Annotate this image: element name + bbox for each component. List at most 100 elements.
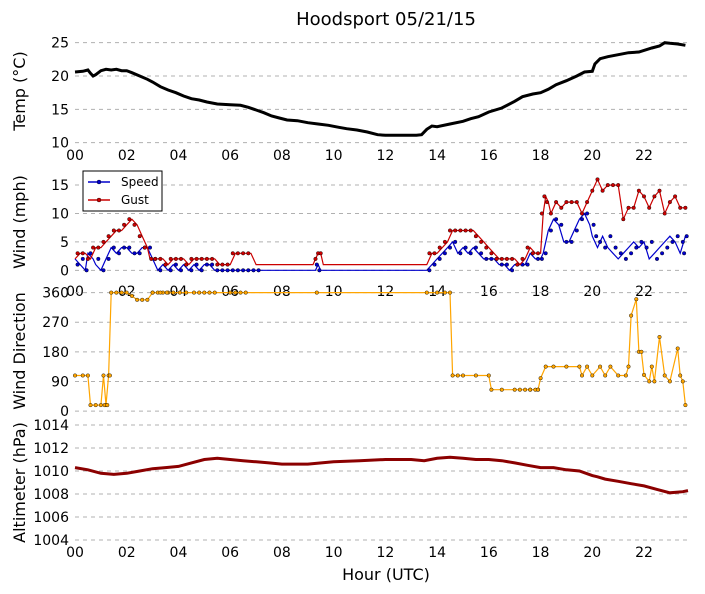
y-tick-label: 1004 — [33, 533, 69, 549]
legend-marker — [96, 197, 102, 203]
data-point — [554, 200, 559, 205]
data-point — [499, 387, 504, 392]
data-point — [510, 256, 515, 261]
x-tick-label: 22 — [635, 148, 653, 164]
data-point — [616, 373, 621, 378]
data-point — [314, 290, 319, 295]
data-point — [484, 256, 489, 261]
data-point — [530, 251, 535, 256]
y-tick-label: 10 — [51, 206, 69, 222]
data-point — [680, 239, 685, 244]
data-point — [523, 387, 528, 392]
data-point — [543, 364, 548, 369]
y-tick-label: 270 — [42, 315, 69, 331]
data-point — [629, 251, 634, 256]
data-point — [210, 256, 215, 261]
data-point — [220, 268, 225, 273]
data-point — [631, 205, 636, 210]
x-tick-label: 16 — [480, 148, 498, 164]
x-tick-label: 12 — [376, 545, 394, 561]
data-point — [142, 245, 147, 250]
data-point — [662, 211, 667, 216]
data-point — [256, 268, 261, 273]
y-tick-label: 0 — [60, 404, 69, 420]
data-point — [458, 228, 463, 233]
x-tick-label: 20 — [583, 545, 601, 561]
data-point — [85, 256, 90, 261]
data-point — [168, 256, 173, 261]
data-point — [88, 251, 93, 256]
data-point — [665, 245, 670, 250]
data-point — [168, 268, 173, 273]
x-axis-label: Hour (UTC) — [342, 565, 430, 584]
data-point — [235, 251, 240, 256]
data-point — [678, 205, 683, 210]
data-point — [598, 364, 603, 369]
x-tick-label: 00 — [66, 148, 84, 164]
data-point — [107, 373, 112, 378]
data-point — [215, 262, 220, 267]
data-point — [499, 256, 504, 261]
data-point — [442, 290, 447, 295]
data-point — [204, 256, 209, 261]
legend-label: Speed — [121, 175, 159, 189]
data-point — [225, 262, 230, 267]
data-point — [137, 251, 142, 256]
y-tick-label: 1010 — [33, 464, 69, 480]
data-point — [101, 239, 106, 244]
data-point — [230, 268, 235, 273]
data-point — [199, 268, 204, 273]
data-point — [140, 297, 145, 302]
panel-2: 0 90 180 270 360 Wind Direction — [10, 286, 688, 420]
data-point — [611, 183, 616, 188]
data-point — [634, 245, 639, 250]
data-point — [683, 403, 688, 408]
data-point — [106, 256, 111, 261]
y-tick-label: 1012 — [33, 441, 69, 457]
data-point — [608, 364, 613, 369]
data-point — [111, 228, 116, 233]
data-point — [595, 177, 600, 182]
data-point — [510, 268, 515, 273]
data-point — [590, 373, 595, 378]
data-point — [149, 256, 154, 261]
series-line-1-1 — [74, 177, 686, 266]
data-point — [517, 387, 522, 392]
data-point — [675, 346, 680, 351]
data-point — [657, 335, 662, 340]
data-point — [504, 256, 509, 261]
data-point — [616, 183, 621, 188]
data-point — [499, 262, 504, 267]
data-point — [463, 245, 468, 250]
data-point — [660, 251, 665, 256]
data-point — [114, 290, 119, 295]
data-point — [432, 262, 437, 267]
data-point — [494, 256, 499, 261]
data-point — [241, 268, 246, 273]
y-tick-label: 15 — [51, 102, 69, 118]
data-point — [489, 251, 494, 256]
y-tick-label: 25 — [51, 36, 69, 52]
data-point — [230, 251, 235, 256]
data-point — [634, 297, 639, 302]
data-point — [536, 387, 541, 392]
x-tick-label: 16 — [480, 545, 498, 561]
data-point — [173, 262, 178, 267]
data-point — [153, 256, 158, 261]
data-point — [116, 251, 121, 256]
data-point — [184, 290, 189, 295]
data-point — [680, 379, 685, 384]
data-point — [437, 256, 442, 261]
data-point — [158, 256, 163, 261]
data-point — [473, 234, 478, 239]
data-point — [682, 251, 687, 256]
data-point — [158, 290, 163, 295]
data-point — [458, 251, 463, 256]
data-point — [246, 268, 251, 273]
y-tick-label: 20 — [51, 69, 69, 85]
data-point — [577, 364, 582, 369]
data-point — [559, 205, 564, 210]
data-point — [91, 245, 96, 250]
data-point — [127, 217, 132, 222]
